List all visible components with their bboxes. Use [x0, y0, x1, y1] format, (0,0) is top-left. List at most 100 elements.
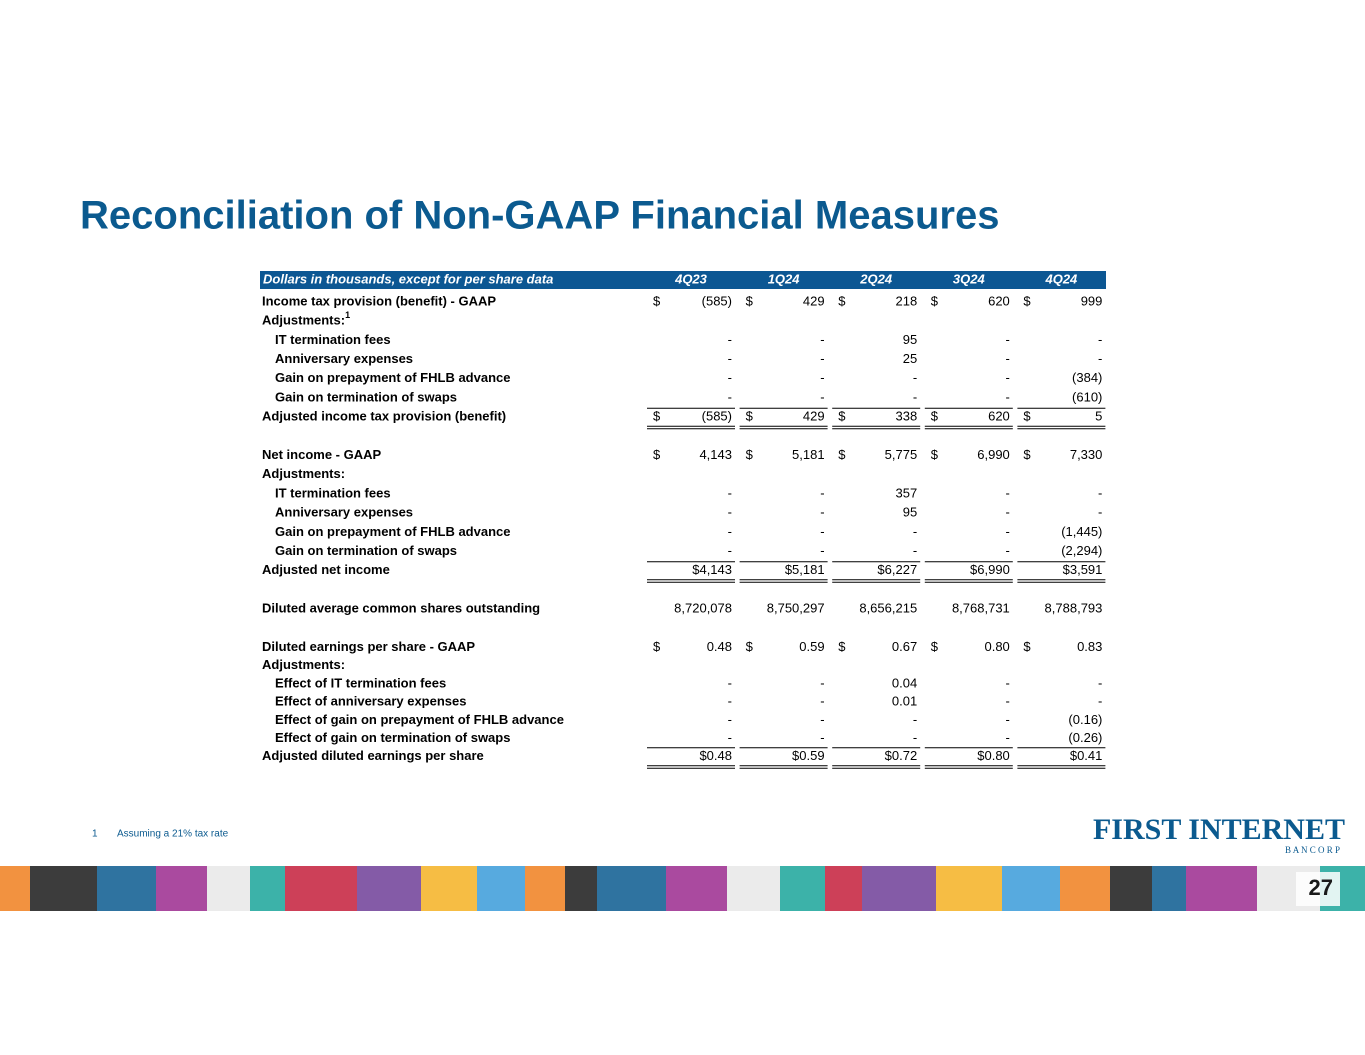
cell-value: - [1098, 694, 1102, 709]
cell-value: 0.67 [892, 639, 917, 654]
cell-value: 0.01 [892, 694, 917, 709]
header-column: 1Q24 [768, 271, 801, 286]
cell-value: (0.26) [1068, 730, 1102, 745]
row-label: Adjusted income tax provision (benefit) [262, 409, 506, 424]
cell-value: - [728, 730, 732, 745]
strip-block [1060, 866, 1110, 911]
cell-value: - [1098, 485, 1102, 500]
cell-value: 8,768,731 [952, 601, 1010, 616]
strip-block [1186, 866, 1257, 911]
cell-value: - [913, 524, 917, 539]
cell-value: (585) [702, 293, 732, 308]
currency-sign: $ [838, 639, 846, 654]
strip-block [156, 866, 207, 911]
row-label: Effect of IT termination fees [275, 675, 446, 690]
cell-value: $0.59 [792, 748, 825, 763]
cell-value: 5 [1095, 409, 1102, 424]
cell-value: 7,330 [1070, 447, 1103, 462]
header-label: Dollars in thousands, except for per sha… [263, 271, 553, 286]
cell-value: - [820, 389, 824, 404]
row-label: Gain on prepayment of FHLB advance [275, 524, 511, 539]
cell-value: 8,656,215 [859, 601, 917, 616]
cell-value: - [1098, 351, 1102, 366]
cell-value: $0.80 [977, 748, 1010, 763]
cell-value: - [1005, 389, 1009, 404]
strip-block [1110, 866, 1152, 911]
cell-value: - [728, 712, 732, 727]
strip-block [285, 866, 357, 911]
row-label: Diluted average common shares outstandin… [262, 601, 540, 616]
cell-value: $4,143 [692, 562, 732, 577]
cell-value: - [820, 505, 824, 520]
cell-value: - [728, 505, 732, 520]
cell-value: (610) [1072, 389, 1102, 404]
cell-value: - [728, 675, 732, 690]
cell-value: 8,750,297 [767, 601, 825, 616]
cell-value: 0.59 [799, 639, 824, 654]
cell-value: - [728, 389, 732, 404]
cell-value: - [820, 712, 824, 727]
cell-value: - [1005, 505, 1009, 520]
currency-sign: $ [746, 293, 754, 308]
cell-value: - [728, 485, 732, 500]
strip-block [477, 866, 525, 911]
currency-sign: $ [746, 447, 754, 462]
cell-value: 338 [895, 409, 917, 424]
strip-block [862, 866, 936, 911]
cell-value: - [820, 332, 824, 347]
cell-value: - [913, 730, 917, 745]
cell-value: $6,227 [877, 562, 917, 577]
currency-sign: $ [838, 447, 846, 462]
cell-value: - [1005, 332, 1009, 347]
strip-block [250, 866, 285, 911]
row-label: Effect of anniversary expenses [275, 694, 466, 709]
currency-sign: $ [746, 409, 754, 424]
cell-value: $3,591 [1063, 562, 1103, 577]
strip-block [565, 866, 597, 911]
cell-value: - [820, 543, 824, 558]
strip-block [30, 866, 97, 911]
strip-block [780, 866, 825, 911]
strip-block [421, 866, 477, 911]
cell-value: 357 [895, 485, 917, 500]
cell-value: - [913, 712, 917, 727]
strip-block [1002, 866, 1060, 911]
cell-value: - [820, 524, 824, 539]
cell-value: 0.48 [707, 639, 732, 654]
footnote-text: Assuming a 21% tax rate [117, 829, 229, 840]
cell-value: - [728, 524, 732, 539]
strip-block [727, 866, 780, 911]
row-label: Diluted earnings per share - GAAP [262, 639, 475, 654]
cell-value: $0.48 [699, 748, 732, 763]
row-label: Income tax provision (benefit) - GAAP [262, 293, 496, 308]
logo-sub: B A N C O R P [1285, 845, 1340, 855]
row-label: Effect of gain on prepayment of FHLB adv… [275, 712, 564, 727]
cell-value: (2,294) [1061, 543, 1102, 558]
currency-sign: $ [1023, 639, 1031, 654]
cell-value: - [728, 351, 732, 366]
cell-value: - [1098, 505, 1102, 520]
table-header-bg [260, 271, 1106, 289]
row-label: Adjustments:1 [262, 311, 350, 328]
cell-value: - [728, 370, 732, 385]
row-label: Gain on termination of swaps [275, 543, 457, 558]
row-label: Net income - GAAP [262, 447, 382, 462]
currency-sign: $ [838, 409, 846, 424]
strip-block [0, 866, 30, 911]
cell-value: 8,788,793 [1045, 601, 1103, 616]
cell-value: - [820, 694, 824, 709]
cell-value: 0.80 [984, 639, 1009, 654]
cell-value: - [728, 543, 732, 558]
cell-value: - [1005, 370, 1009, 385]
strip-block [666, 866, 727, 911]
strip-block [525, 866, 565, 911]
currency-sign: $ [1023, 293, 1031, 308]
cell-value: - [1005, 524, 1009, 539]
decorative-strip [0, 866, 1365, 911]
strip-block [597, 866, 666, 911]
strip-block [97, 866, 156, 911]
slide-title: Reconciliation of Non-GAAP Financial Mea… [80, 194, 999, 238]
row-label: Adjusted diluted earnings per share [262, 748, 484, 763]
cell-value: 999 [1081, 293, 1103, 308]
row-label: IT termination fees [275, 332, 391, 347]
